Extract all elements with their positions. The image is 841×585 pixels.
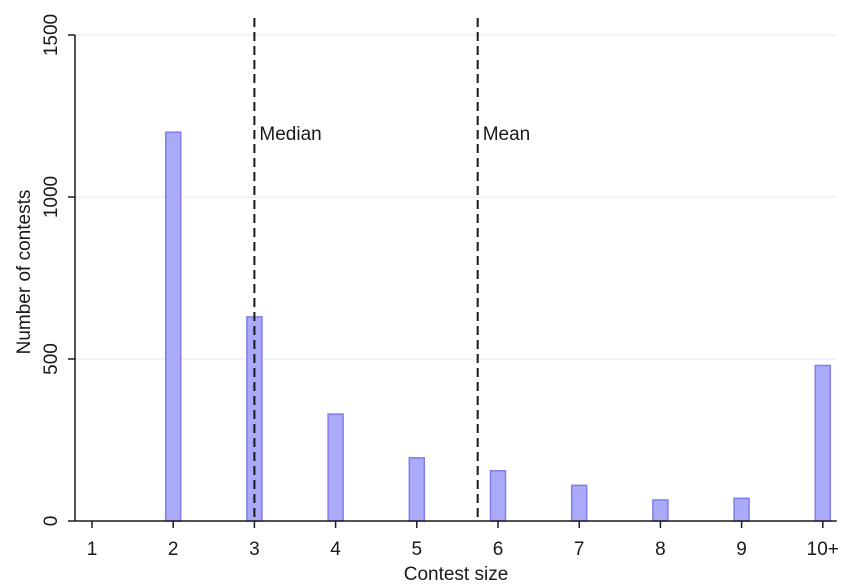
y-axis-title: Number of contests — [14, 190, 35, 355]
y-tick-label-1000: 1000 — [41, 176, 62, 218]
bars — [164, 131, 832, 522]
bar-7 — [570, 484, 588, 522]
reference-lines: Median Mean — [253, 18, 531, 521]
x-tick-label-1: 1 — [87, 539, 98, 560]
bar-2 — [164, 131, 182, 522]
y-tick-label-1500: 1500 — [41, 14, 62, 56]
bar-6 — [489, 470, 507, 522]
bar-5 — [408, 457, 426, 522]
gridlines — [75, 34, 836, 360]
x-tick-label-9: 9 — [736, 539, 747, 560]
reference-label-median: Median — [259, 124, 321, 145]
bar-8 — [652, 499, 669, 522]
x-tick-label-10+: 10+ — [807, 539, 839, 560]
x-tick-label-8: 8 — [655, 539, 666, 560]
x-tick-label-5: 5 — [412, 539, 423, 560]
x-tick-label-4: 4 — [330, 539, 341, 560]
x-tick-label-2: 2 — [168, 539, 179, 560]
x-tick-label-6: 6 — [493, 539, 504, 560]
bar-9 — [733, 497, 750, 522]
y-tick-label-0: 0 — [41, 516, 62, 527]
y-tick-label-500: 500 — [41, 343, 62, 375]
x-axis-title: Contest size — [404, 564, 509, 585]
x-tick-label-3: 3 — [249, 539, 260, 560]
axes: 0 500 1000 1500 1 2 3 4 5 6 7 8 9 10+ — [41, 14, 839, 560]
bar-10+ — [814, 364, 832, 522]
reference-label-mean: Mean — [483, 124, 531, 145]
x-tick-label-7: 7 — [574, 539, 585, 560]
bar-4 — [327, 413, 344, 522]
